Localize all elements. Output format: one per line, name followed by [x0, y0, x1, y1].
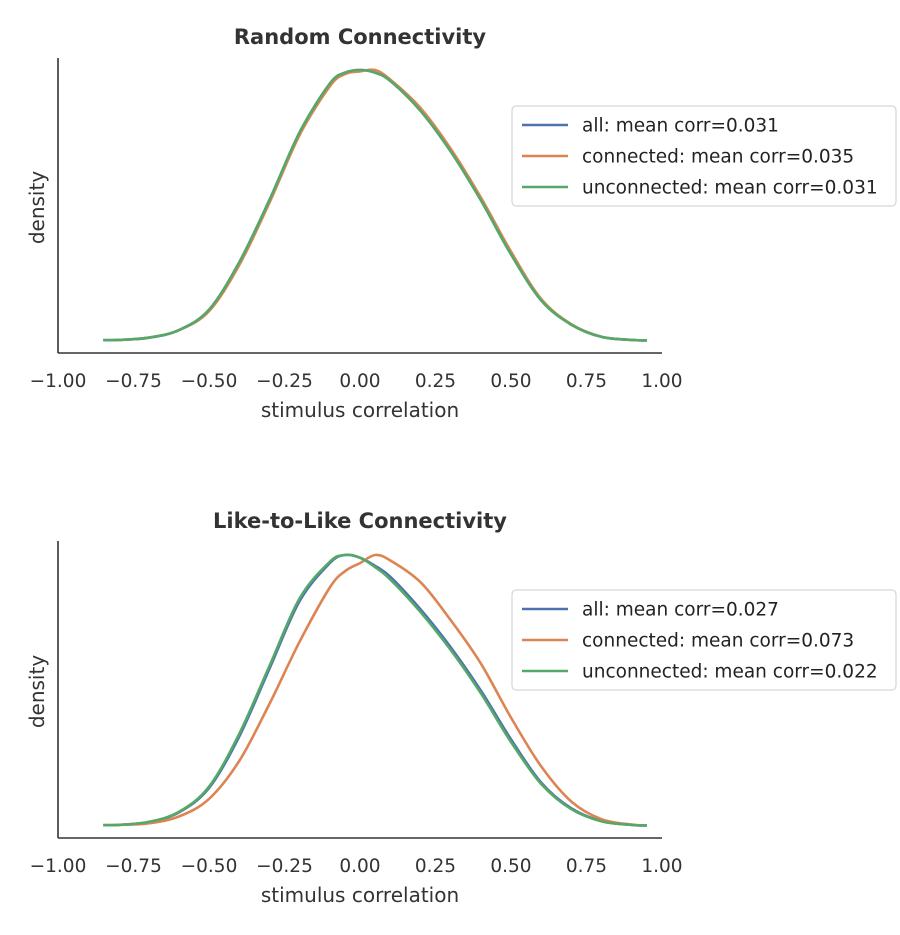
chart-title: Random Connectivity: [234, 25, 487, 49]
series-line-3: [103, 553, 647, 827]
x-tick-label: −0.25: [256, 371, 313, 392]
y-axis-label: density: [25, 655, 49, 728]
legend-frame: [511, 105, 897, 207]
legend: all: mean corr=0.031 connected: mean corr…: [511, 105, 897, 207]
y-axis-label: density: [25, 171, 49, 244]
legend-entry: connected: mean corr=0.073: [582, 631, 854, 652]
x-tick-label: 0.75: [566, 856, 607, 877]
x-tick-label: 0.75: [566, 371, 607, 392]
legend-entry: unconnected: mean corr=0.022: [582, 662, 878, 683]
x-tick-label: 1.00: [641, 371, 682, 392]
legend-frame: [511, 589, 897, 691]
x-tick-label: 0.50: [490, 371, 531, 392]
series-line-3: [103, 68, 647, 342]
x-tick-label: −0.75: [105, 371, 162, 392]
legend-entry: connected: mean corr=0.035: [582, 147, 854, 168]
x-tick-label: 0.00: [339, 371, 380, 392]
x-tick-label: 0.50: [490, 856, 531, 877]
chart-title: Like-to-Like Connectivity: [213, 509, 507, 533]
legend-entry: all: mean corr=0.031: [582, 116, 779, 137]
x-tick-label: −1.00: [30, 856, 87, 877]
legend: all: mean corr=0.027 connected: mean corr…: [511, 589, 897, 691]
x-tick-label: −0.50: [181, 371, 238, 392]
x-tick-label: −0.25: [256, 856, 313, 877]
x-axis-label: stimulus correlation: [261, 398, 459, 422]
x-axis-label: stimulus correlation: [261, 883, 459, 907]
chart-panel-1: Random Connectivity −1.00 −0.75 −0.50 −0.25 0…: [25, 25, 897, 422]
x-tick-label: 1.00: [641, 856, 682, 877]
x-tick-label: 0.00: [339, 856, 380, 877]
legend-entry: unconnected: mean corr=0.031: [582, 178, 878, 199]
x-tick-label: 0.25: [415, 856, 456, 877]
x-tick-label: −1.00: [30, 371, 87, 392]
legend-entry: all: mean corr=0.027: [582, 600, 779, 621]
x-tick-label: −0.50: [181, 856, 238, 877]
chart-panel-2: Like-to-Like Connectivity −1.00 −0.75 −0.50…: [25, 509, 897, 907]
x-tick-label: −0.75: [105, 856, 162, 877]
x-tick-label: 0.25: [415, 371, 456, 392]
